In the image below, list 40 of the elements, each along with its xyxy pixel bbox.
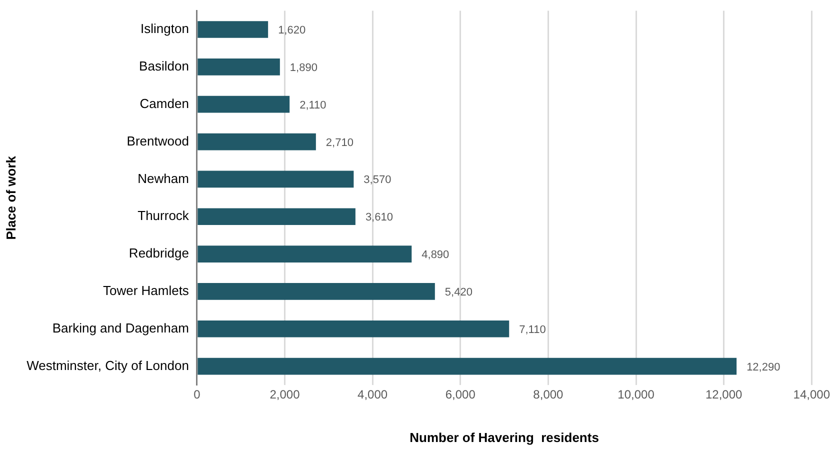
bar xyxy=(198,133,316,150)
data-label: 5,420 xyxy=(444,286,472,298)
data-label: 2,710 xyxy=(326,136,354,149)
x-tick-label: 8,000 xyxy=(533,388,564,402)
x-tick-label: 14,000 xyxy=(793,388,830,402)
bar xyxy=(198,170,354,188)
y-tick-label: Islington xyxy=(140,21,189,36)
bar xyxy=(198,283,435,300)
bar xyxy=(198,358,737,375)
data-label: 2,110 xyxy=(300,99,326,112)
bar xyxy=(198,208,356,226)
y-tick-label: Camden xyxy=(140,96,189,111)
bar xyxy=(198,246,412,262)
bar xyxy=(198,21,268,38)
x-axis-title: Number of Havering residents xyxy=(410,430,599,445)
y-tick-label: Basildon xyxy=(139,58,189,74)
x-tick-label: 4,000 xyxy=(358,388,388,402)
data-label: 3,610 xyxy=(365,212,393,224)
y-tick-label: Brentwood xyxy=(126,133,189,148)
data-label: 7,110 xyxy=(519,324,546,336)
y-tick-label: Thurrock xyxy=(138,208,190,224)
y-tick-label: Barking and Dagenham xyxy=(52,320,189,336)
data-label: 4,890 xyxy=(422,249,450,262)
x-tick-label: 10,000 xyxy=(618,388,655,402)
bar xyxy=(198,320,510,338)
data-label: 3,570 xyxy=(364,174,392,186)
x-tick-label: 6,000 xyxy=(445,388,476,402)
y-tick-label: Westminster, City of London xyxy=(26,358,189,373)
bar xyxy=(198,96,290,113)
y-axis-title: Place of work xyxy=(3,155,18,240)
y-tick-label: Redbridge xyxy=(128,246,189,261)
bar xyxy=(198,58,280,76)
data-label: 12,290 xyxy=(746,361,780,374)
y-tick-label: Newham xyxy=(138,170,189,186)
x-tick-label: 2,000 xyxy=(270,388,300,402)
data-label: 1,890 xyxy=(290,62,318,74)
y-tick-label: Tower Hamlets xyxy=(102,283,190,298)
x-tick-label: 12,000 xyxy=(705,388,743,402)
x-tick-label: 0 xyxy=(194,388,201,402)
data-label: 1,620 xyxy=(278,24,306,37)
